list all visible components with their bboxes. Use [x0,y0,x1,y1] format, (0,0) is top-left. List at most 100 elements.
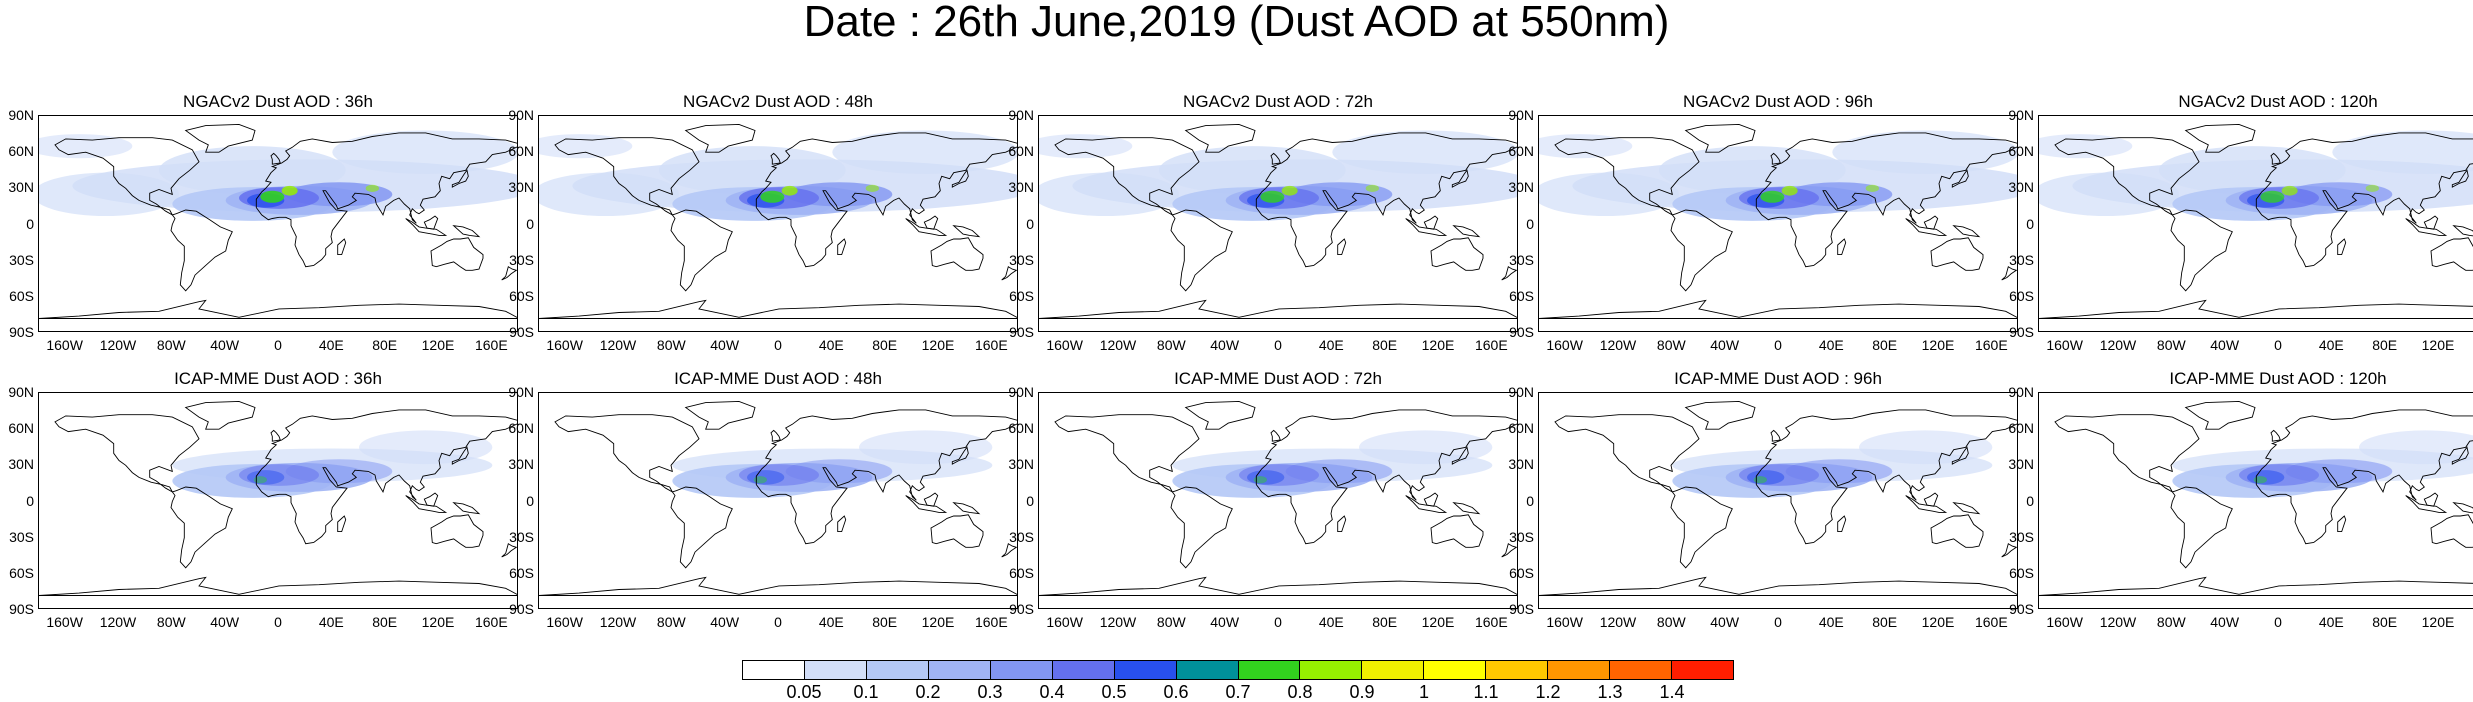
lon-tick-label: 120E [1421,614,1455,630]
coastline-madagascar [1837,515,1847,533]
map-panel: ICAP-MME Dust AOD : 48h 90N 60N 30N 0 30S 60S 9… [508,370,1018,662]
lon-tick-label: 80W [656,337,686,353]
coastline-new-zealand [1501,266,1517,281]
coastline-north-america [1554,137,1700,217]
lon-tick-label: 160E [974,614,1008,630]
lon-tick-label: 160E [1474,337,1508,353]
colorbar-swatch [1362,661,1425,679]
lon-tick-label: 40W [1710,337,1740,353]
lon-tick-label: 160W [1546,337,1583,353]
lat-tick-label: 90S [1509,324,1534,340]
map-frame [38,115,518,332]
dust-aod-field [539,130,1017,221]
coastline-uk [270,429,281,442]
coastline-indonesia [405,495,448,513]
world-map [2039,400,2473,596]
lon-tick-label: 80E [372,337,398,353]
lon-tick-label: 160W [1546,614,1583,630]
lon-tick-label: 120W [99,337,137,353]
lon-tick-label: 80W [156,337,186,353]
lon-tick-label: 120W [599,337,637,353]
lat-tick-label: 90S [2009,324,2034,340]
coastline-greenland [2184,123,2256,153]
coastline-new-guinea [1952,225,1981,238]
lat-tick-label: 90N [8,384,34,400]
coastline-japan [951,169,969,188]
lon-tick-label: 160W [546,614,583,630]
lat-tick-label: 30S [1509,251,1534,268]
lon-tick-label: 40E [1818,337,1844,353]
coastline-greenland [184,123,256,153]
coastline-new-guinea [1452,502,1481,515]
colorbar-swatch [1300,661,1363,679]
lat-tick-label: 90S [9,324,34,340]
lon-tick-label: 120E [921,337,955,353]
coastline-north-america [54,414,200,494]
lat-tick-label: 30S [2009,251,2034,268]
lon-tick-label: 120E [1921,337,1955,353]
lat-tick-label: 30S [509,251,534,268]
lat-tick-label: 30N [508,179,534,196]
lat-tick-label: 60S [2009,564,2034,581]
coastline-new-zealand [501,266,517,281]
map-frame [1038,392,1518,609]
lat-tick-label: 60N [508,143,534,160]
coastline-antarctica [1039,576,1517,596]
lon-tick-label: 160E [1974,337,2008,353]
coastline-japan [1451,169,1469,188]
coastline-south-america [1670,486,1733,569]
coastline-uk [770,152,781,165]
coastline-new-guinea [952,502,981,515]
colorbar-swatch [1548,661,1611,679]
lon-tick-label: 40W [2210,337,2240,353]
lon-tick-label: 40W [2210,614,2240,630]
coastline-borneo [423,492,439,507]
coastline-south-america [670,486,733,569]
coastline-eurasia-africa [1255,409,1517,545]
lat-tick-label: 30S [509,528,534,545]
coastlines [539,400,1017,596]
lon-tick-label: 160E [2466,338,2473,352]
coastlines [1039,123,1517,319]
lon-tick-label: 40E [318,337,344,353]
coastline-japan [451,169,469,188]
coastline-uk [1770,152,1781,165]
coastline-madagascar [1337,238,1347,256]
coastline-borneo [2423,492,2439,507]
coastline-indonesia [2405,495,2448,513]
coastline-south-america [170,486,233,569]
colorbar-swatch [1176,661,1239,679]
lat-tick-label: 90N [2008,384,2034,400]
map-frame [2038,392,2473,609]
lon-tick-label: 0 [774,614,782,630]
lon-tick-label: 160W [46,337,83,353]
map-panel: ICAP-MME Dust AOD : 120h 90N 60N 30N 0 30S 60S… [2008,370,2473,662]
lat-tick-label: 90S [9,601,34,617]
lon-tick-label: 160E [2466,615,2473,629]
coastline-uk [2270,429,2281,442]
lon-tick-label: 120W [599,614,637,630]
colorbar-tick-label: 1.4 [1659,682,1685,702]
coastlines [39,123,517,319]
lat-tick-label: 90N [2008,107,2034,123]
dust-aod-field [2172,430,2473,498]
lat-tick-label: 0 [526,215,534,232]
map-panel: ICAP-MME Dust AOD : 72h 90N 60N 30N 0 30S 60S 9… [1008,370,1518,662]
map-panel: NGACv2 Dust AOD : 72h 90N 60N 30N 0 30S 60S 90S… [1008,93,1518,385]
world-map [1039,123,1517,319]
lon-tick-label: 40E [1318,337,1344,353]
coastline-antarctica [539,576,1017,596]
map-frame [1038,115,1518,332]
lon-tick-label: 80W [1656,614,1686,630]
coastline-borneo [1423,215,1439,230]
lon-tick-label: 80E [1372,337,1398,353]
coastline-japan [2451,446,2469,465]
world-map [39,123,517,319]
world-map [39,400,517,596]
lon-tick-label: 40E [818,614,844,630]
lat-tick-label: 60S [509,287,534,304]
coastlines [1039,400,1517,596]
coastline-north-america [2054,414,2200,494]
dust-aod-field [1672,430,1993,498]
coastline-borneo [423,215,439,230]
